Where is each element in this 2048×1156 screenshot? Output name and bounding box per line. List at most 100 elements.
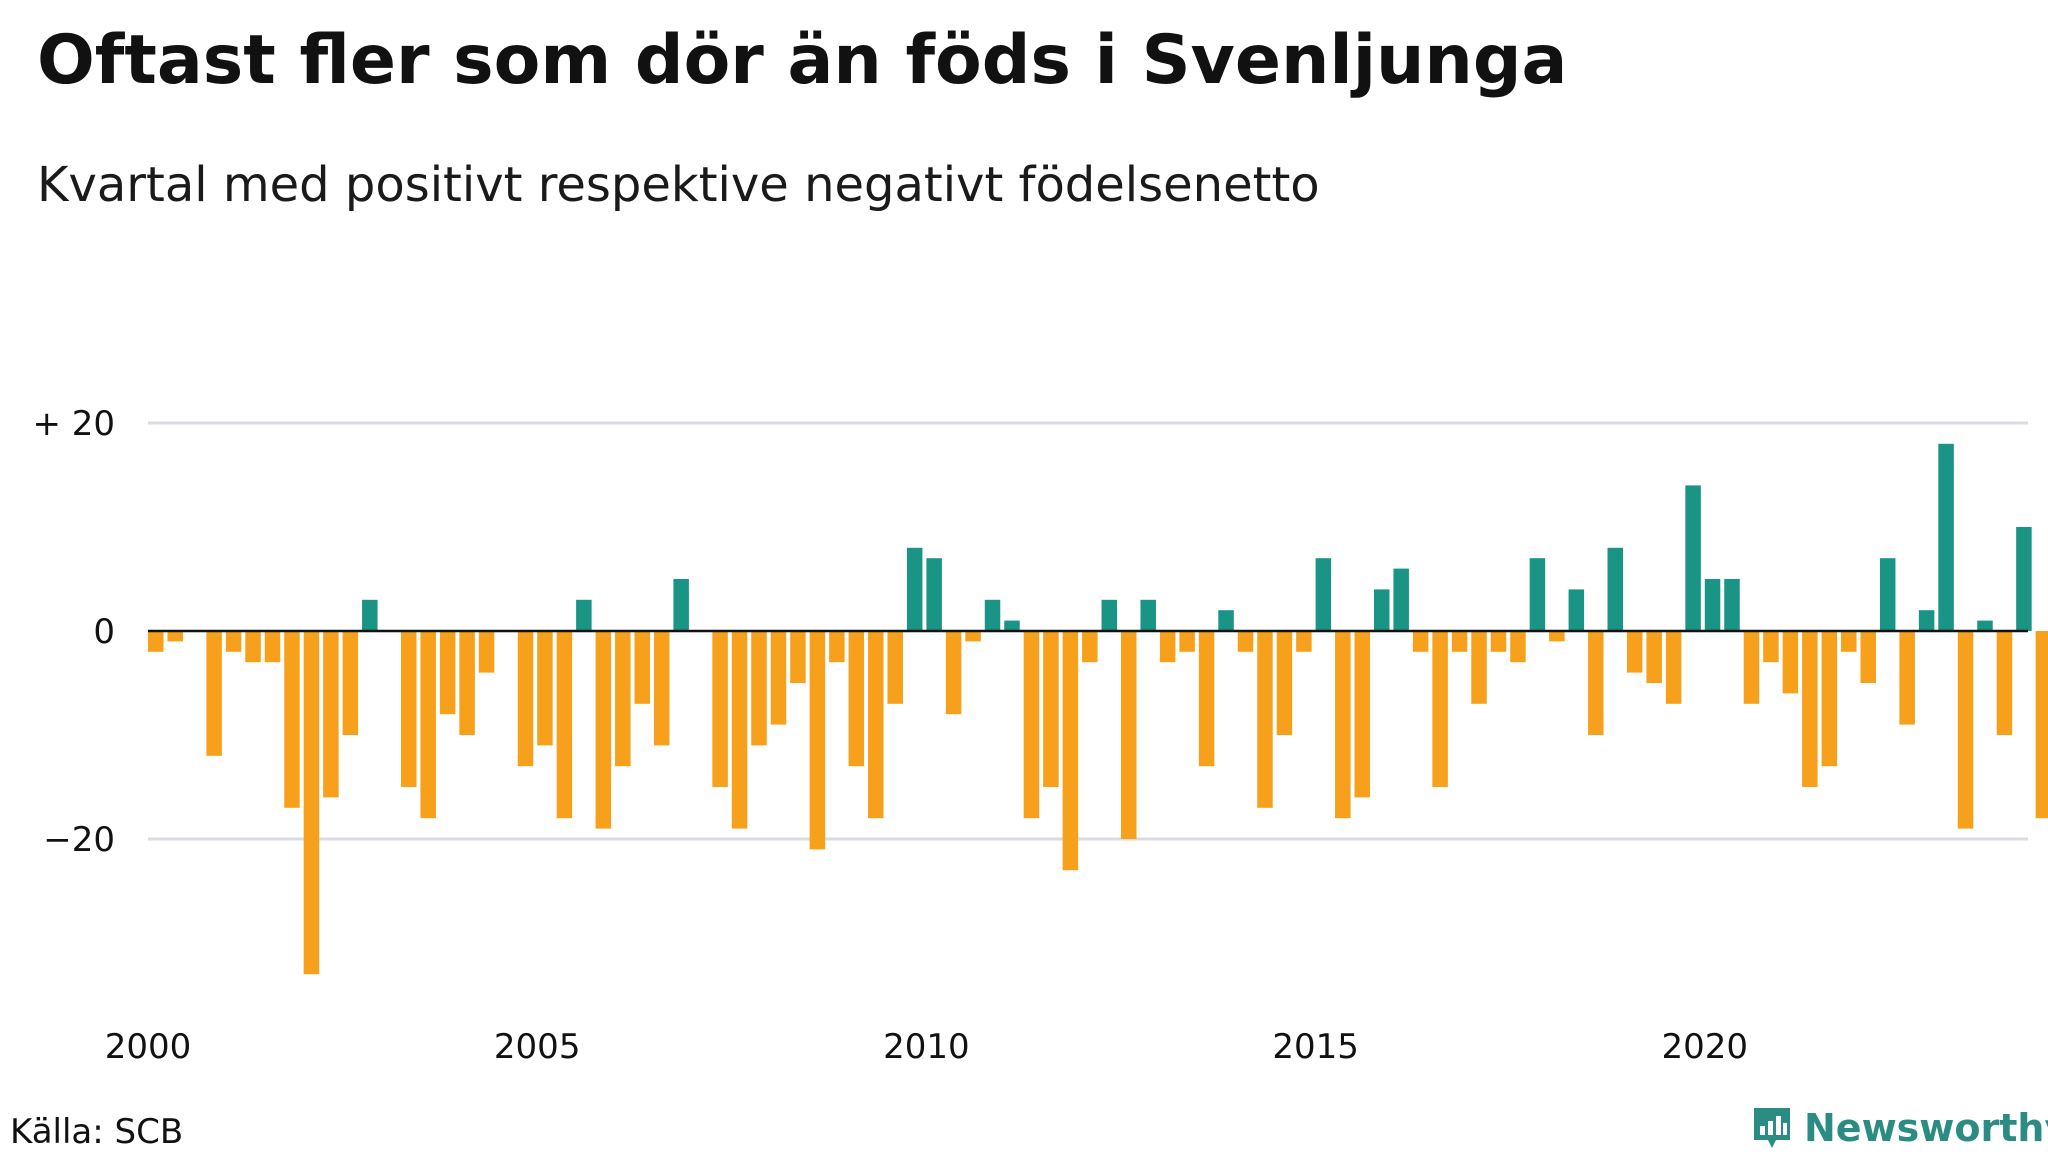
bar-positive (1529, 558, 1546, 631)
bar-negative (303, 631, 320, 975)
bar-positive (1101, 599, 1118, 631)
bar-negative (634, 631, 650, 704)
source-note: Källa: SCB (10, 1112, 184, 1152)
bar-negative (1179, 631, 1195, 652)
bar-positive (1607, 547, 1623, 631)
y-tick-label: −20 (43, 820, 115, 860)
y-tick-label: + 20 (32, 404, 115, 444)
bar-negative (1412, 631, 1429, 652)
x-tick-label: 2005 (494, 1027, 581, 1067)
bar-negative (1841, 631, 1857, 652)
bar-negative (1802, 631, 1818, 787)
bar-negative (264, 631, 281, 663)
bar-negative (965, 631, 981, 642)
gridlines (148, 421, 2028, 841)
bar-negative (167, 631, 183, 642)
bar-negative (1159, 631, 1176, 663)
bar-positive (1685, 485, 1701, 631)
bar-positive (984, 599, 1001, 631)
bar-negative (868, 631, 884, 819)
bar-negative (1354, 631, 1371, 798)
bar-negative (731, 631, 748, 829)
bar-negative (887, 631, 903, 704)
bar-negative (1335, 631, 1351, 819)
bar-negative (1782, 631, 1799, 694)
bar-positive (1938, 443, 1954, 631)
bar-negative (478, 631, 495, 673)
bar-negative (1743, 631, 1760, 704)
bar-positive (1568, 589, 1585, 631)
bar-negative (1296, 631, 1312, 652)
bar-negative (400, 631, 417, 787)
bar-negative (148, 631, 164, 652)
bar-negative (1198, 631, 1215, 767)
bar-negative (342, 631, 359, 735)
bar-positive (1724, 579, 1740, 631)
bar-chart: + 20 0 −20 2000 2005 2010 2015 2020 (32, 404, 2048, 1067)
bar-negative (653, 631, 670, 746)
bar-negative (1588, 631, 1604, 735)
bar-positive (1004, 620, 1020, 631)
bar-negative (1276, 631, 1293, 735)
brand-logo[interactable]: Newsworthy (1750, 1100, 2048, 1156)
bar-negative (556, 631, 573, 819)
bar-negative (1996, 631, 2013, 735)
bar-negative (1646, 631, 1662, 683)
bar-negative (712, 631, 728, 787)
bar-negative (790, 631, 806, 683)
bar-negative (829, 631, 845, 663)
bar-positive (926, 558, 942, 631)
bar-negative (1432, 631, 1448, 787)
bar-negative (1257, 631, 1273, 808)
bar-positive (673, 579, 689, 631)
bar-negative (1451, 631, 1468, 652)
bars (148, 443, 2048, 975)
bar-negative (1957, 631, 1974, 829)
bar-negative (517, 631, 534, 767)
bar-negative (245, 631, 261, 663)
bar-negative (595, 631, 612, 829)
bar-negative (2035, 631, 2048, 819)
bar-negative (459, 631, 475, 735)
bar-positive (1918, 610, 1935, 631)
bar-positive (1977, 620, 1993, 631)
bar-positive (1373, 589, 1390, 631)
bar-negative (1665, 631, 1682, 704)
bar-negative (1062, 631, 1079, 871)
bar-negative (1899, 631, 1915, 725)
bar-negative (1082, 631, 1098, 663)
bar-negative (420, 631, 436, 819)
bar-positive (1393, 568, 1409, 631)
bar-negative (537, 631, 553, 746)
chart-subtitle: Kvartal med positivt respektive negativt… (37, 157, 1320, 213)
brand-name: Newsworthy (1804, 1106, 2048, 1150)
bar-negative (1860, 631, 1876, 683)
x-tick-label: 2010 (883, 1027, 970, 1067)
bar-negative (770, 631, 787, 725)
x-axis-ticks: 2000 2005 2010 2015 2020 (105, 1027, 1748, 1067)
newsworthy-logo-icon (1754, 1108, 1790, 1148)
bar-negative (1043, 631, 1059, 787)
x-tick-label: 2015 (1272, 1027, 1359, 1067)
bar-negative (1121, 631, 1137, 839)
bar-positive (362, 599, 378, 631)
bar-negative (848, 631, 865, 767)
bar-positive (1704, 579, 1721, 631)
bar-negative (945, 631, 962, 715)
bar-positive (906, 547, 923, 631)
bar-negative (1237, 631, 1254, 652)
bar-negative (1763, 631, 1779, 663)
bar-negative (1549, 631, 1565, 642)
x-tick-label: 2000 (105, 1027, 192, 1067)
bar-negative (225, 631, 242, 652)
bar-negative (1510, 631, 1526, 663)
bar-negative (1490, 631, 1507, 652)
bar-negative (1821, 631, 1838, 767)
bar-negative (1471, 631, 1487, 704)
bar-positive (1315, 558, 1332, 631)
bar-positive (1140, 599, 1156, 631)
bar-negative (284, 631, 300, 808)
bar-negative (751, 631, 767, 746)
bar-negative (323, 631, 339, 798)
chart-title: Oftast fler som dör än föds i Svenljunga (37, 21, 1568, 100)
